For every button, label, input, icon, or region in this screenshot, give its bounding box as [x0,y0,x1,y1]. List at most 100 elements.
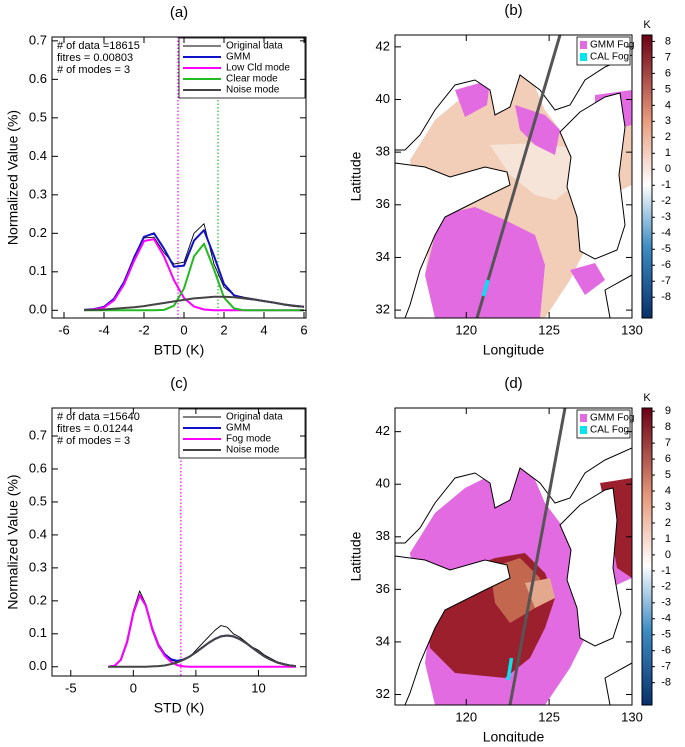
colorbar-tick-label: -2 [661,195,671,207]
legend-label: GMM Fog [590,40,634,51]
colorbar-tick-label: -5 [661,629,671,641]
colorbar-tick-label: 2 [665,517,671,529]
y-tick-label: 0.5 [29,109,47,124]
x-axis-label: STD (K) [154,700,205,716]
x-tick-label: 125 [538,322,560,337]
annotation: fitres = 0.01244 [57,423,133,435]
colorbar-tick-label: -3 [661,597,671,609]
x-tick-label: -5 [65,680,77,695]
coastline [395,162,511,318]
legend-label: Low Cld mode [226,63,290,74]
colorbar-tick-label: -5 [661,243,671,255]
y-tick-label: 42 [376,423,390,438]
fog-region [425,207,545,318]
y-axis-label: Normalized Value (%) [5,474,21,609]
annotation: # of modes = 3 [57,435,130,447]
legend-label: Fog mode [226,434,271,445]
colorbar-tick-label: 1 [665,147,671,159]
legend-label: GMM [226,52,250,63]
colorbar-tick-label: 3 [665,115,671,127]
y-tick-label: 0.6 [29,460,47,475]
panel-title: (b) [504,2,522,19]
legend-label: Original data [226,41,283,52]
colorbar-tick-label: 0 [665,163,671,175]
series-line [83,238,304,312]
colorbar-tick-label: 5 [665,469,671,481]
legend-swatch [580,53,587,61]
legend-label: Clear mode [226,74,278,85]
annotation: fitres = 0.00803 [57,52,133,64]
y-tick-label: 0.3 [29,186,47,201]
x-axis-label: Longitude [483,729,545,742]
fog-region [455,80,490,117]
plot-frame [51,407,307,677]
colorbar-tick-label: -1 [661,179,671,191]
x-axis-label: Longitude [483,342,545,358]
y-tick-label: 32 [376,302,390,317]
colorbar-tick-label: 6 [665,453,671,465]
y-tick-label: 36 [376,196,390,211]
colorbar-tick-label: -4 [661,227,671,239]
colorbar-tick-label: 7 [665,437,671,449]
y-tick-label: 0.6 [29,71,47,86]
series-line [84,242,304,312]
series-line [108,594,296,668]
x-tick-label: 10 [251,680,265,695]
coastline [604,662,632,705]
map-image [395,35,632,318]
x-tick-label: -6 [58,322,70,337]
x-tick-label: 2 [220,322,227,337]
colorbar-tick-label: -8 [661,677,671,689]
fog-region [570,263,605,295]
plot-frame [51,36,307,319]
colorbar-tick-label: 8 [665,35,671,47]
fog-region [515,105,560,155]
cal-fog-track [481,279,490,297]
series-line [108,634,297,668]
colorbar [641,34,653,319]
legend-swatch [580,414,587,422]
x-tick-label: 6 [300,322,307,337]
y-tick-label: 0.5 [29,493,47,508]
satellite-track [475,35,562,318]
panel-title: (d) [504,375,522,392]
annotation: # of data =18615 [57,40,140,52]
colorbar-tick-label: 5 [665,83,671,95]
panel-title: (a) [170,4,188,21]
x-tick-label: -4 [98,322,110,337]
series-line [108,590,297,668]
x-tick-label: 0 [130,680,137,695]
y-tick-label: 38 [376,144,390,159]
plot-frame [394,34,633,319]
series-line [84,295,305,311]
y-tick-label: 0.7 [29,427,47,442]
x-tick-label: 0 [180,322,187,337]
x-tick-label: 120 [455,709,477,724]
colorbar-tick-label: 8 [665,421,671,433]
colorbar-tick-label: 9 [665,405,671,417]
legend-label: GMM [226,423,250,434]
x-axis-label: BTD (K) [154,342,205,358]
y-tick-label: 0.4 [29,148,47,163]
legend-label: CAL Fog [590,52,629,63]
x-tick-label: 130 [621,322,643,337]
legend-label: GMM Fog [590,413,634,424]
y-tick-label: 34 [376,249,390,264]
colorbar-tick-label: -8 [661,291,671,303]
satellite-track [508,408,567,705]
y-axis-label: Latitude [348,151,364,201]
y-axis-label: Normalized Value (%) [5,110,21,245]
y-tick-label: 0.0 [29,302,47,317]
x-tick-label: 125 [538,709,560,724]
colorbar-tick-label: 1 [665,533,671,545]
x-tick-label: -2 [138,322,150,337]
colorbar-tick-label: -7 [661,275,671,287]
legend-label: Original data [226,412,283,423]
y-tick-label: 40 [376,476,390,491]
colorbar [641,407,653,706]
coastline [559,487,622,647]
map-image [395,408,632,705]
y-tick-label: 0.1 [29,625,47,640]
colorbar-tick-label: -6 [661,259,671,271]
